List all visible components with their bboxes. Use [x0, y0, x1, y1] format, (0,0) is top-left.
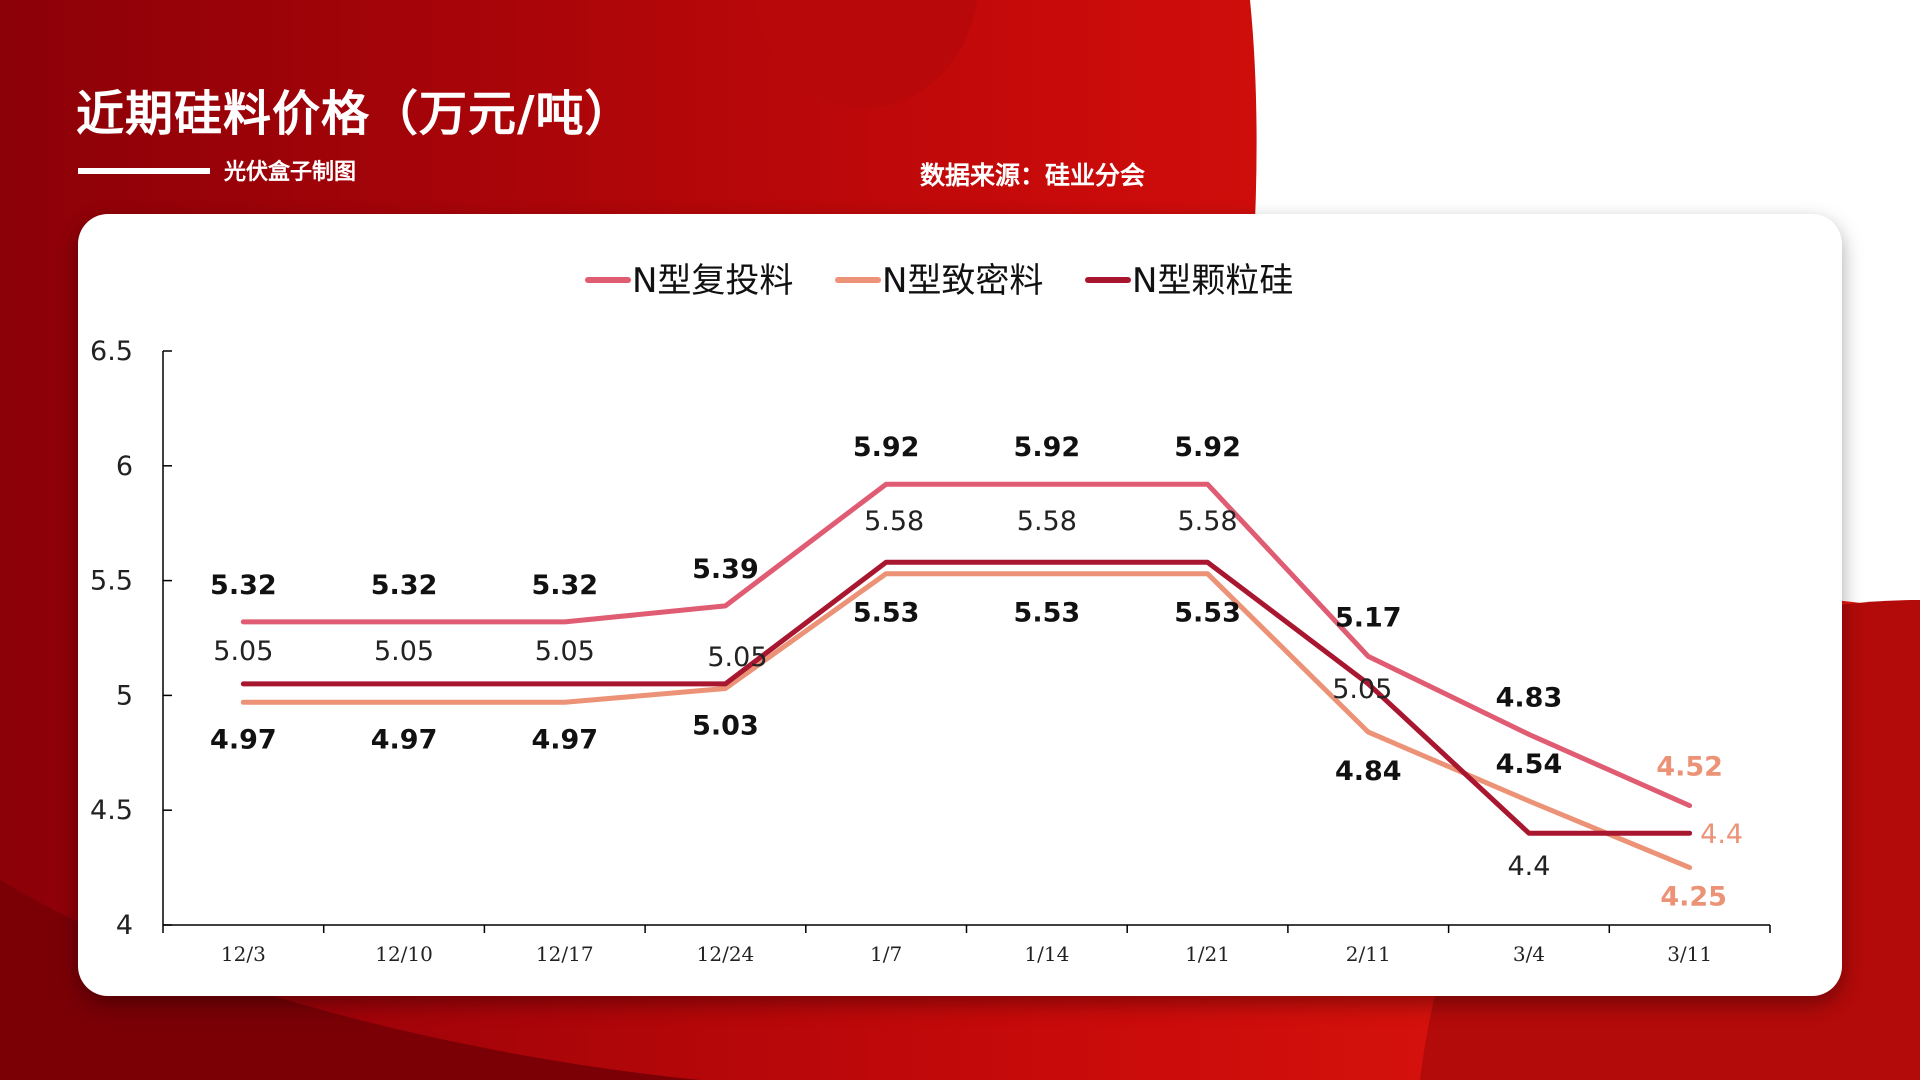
x-tick-label: 1/14: [1024, 942, 1069, 966]
y-tick-label: 4.5: [90, 795, 133, 826]
data-label: 4.4: [1700, 819, 1743, 850]
y-tick-label: 6.5: [90, 336, 133, 367]
data-label: 5.53: [853, 598, 920, 629]
credit-label: 光伏盒子制图: [224, 160, 357, 185]
data-label: 4.97: [210, 724, 277, 755]
data-label: 4.84: [1335, 756, 1402, 787]
legend-label-1: N型复投料: [632, 261, 793, 301]
data-label: 5.05: [535, 636, 595, 667]
data-label: 4.4: [1507, 851, 1550, 882]
data-label: 4.25: [1660, 882, 1727, 913]
data-label: 4.97: [531, 724, 598, 755]
data-label: 4.54: [1496, 749, 1563, 780]
data-label: 5.05: [374, 636, 434, 667]
data-label: 5.92: [1014, 432, 1081, 463]
data-label: 5.17: [1335, 602, 1402, 633]
data-label: 4.52: [1656, 752, 1723, 783]
data-label: 5.53: [1174, 598, 1241, 629]
y-tick-label: 4: [116, 910, 133, 941]
data-label: 5.53: [1014, 598, 1081, 629]
data-label: 5.32: [371, 570, 438, 601]
data-label: 5.05: [213, 636, 273, 667]
line-chart: 4 4.5 5 5.5 6 6.5 12/3 12/10 12/17 12/24 1/7 1/14 1/…: [90, 261, 1771, 966]
title-underline: [78, 168, 210, 174]
data-label: 5.92: [1174, 432, 1241, 463]
data-label: 5.05: [707, 642, 767, 673]
data-label: 5.58: [1017, 506, 1077, 537]
x-tick-label: 1/21: [1185, 942, 1230, 966]
series-line-3: [240, 559, 1693, 836]
y-tick-label: 5: [116, 680, 133, 711]
data-label: 5.05: [1332, 674, 1392, 705]
source-label: 数据来源：硅业分会: [920, 161, 1146, 190]
data-label: 4.83: [1496, 682, 1563, 713]
x-tick-label: 12/3: [221, 942, 266, 966]
x-tick-label: 3/11: [1667, 942, 1712, 966]
data-label: 5.58: [864, 506, 924, 537]
data-label: 5.39: [692, 554, 759, 585]
x-tick-label: 3/4: [1513, 942, 1545, 966]
series-line-2: [240, 571, 1693, 871]
data-label: 5.03: [692, 711, 759, 742]
x-tick-label: 2/11: [1346, 942, 1391, 966]
x-tick-label: 12/17: [536, 942, 594, 966]
series-line-1: [240, 481, 1693, 809]
y-tick-label: 5.5: [90, 566, 133, 597]
y-tick-label: 6: [116, 451, 133, 482]
x-tick-label: 12/24: [697, 942, 755, 966]
legend-label-2: N型致密料: [882, 261, 1043, 301]
data-label: 5.32: [531, 570, 598, 601]
legend-label-3: N型颗粒硅: [1132, 261, 1293, 301]
data-label: 4.97: [371, 724, 438, 755]
x-tick-label: 1/7: [870, 942, 902, 966]
data-label: 5.92: [853, 432, 920, 463]
x-tick-label: 12/10: [375, 942, 433, 966]
data-label: 5.32: [210, 570, 277, 601]
data-label: 5.58: [1177, 506, 1237, 537]
page-title: 近期硅料价格（万元/吨）: [76, 86, 634, 142]
chart-card: [78, 214, 1842, 996]
